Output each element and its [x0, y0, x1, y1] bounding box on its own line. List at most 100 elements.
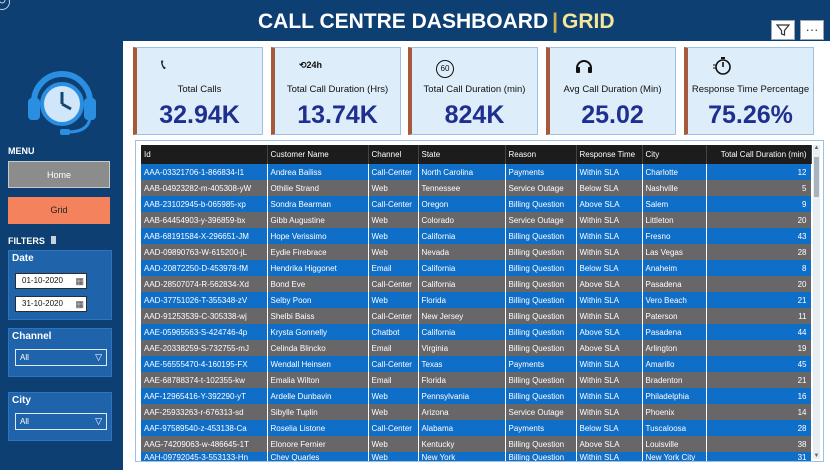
scroll-down-icon[interactable]: ▼ [813, 453, 820, 459]
table-cell: AAA-03321706-1-866834-I1 [141, 164, 268, 180]
table-cell: Service Outage [505, 404, 577, 420]
table-row[interactable]: AAA-03321706-1-866834-I1 Andrea Bailiss Ca… [141, 164, 812, 180]
table-cell: Billing Question [505, 340, 577, 356]
table-row[interactable]: AAB-68191584-X-296651-JM Hope Verissimo We… [141, 228, 812, 244]
table-row[interactable]: AAF-12965416-Y-392290-yT Ardelle Dunbavin… [141, 388, 812, 404]
table-cell: Tuscaloosa [642, 420, 707, 436]
table-row[interactable]: AAF-25933263-r-676313-sd Sibylle Tuplin We… [141, 404, 812, 420]
column-header[interactable]: Customer Name [267, 145, 369, 164]
scroll-up-icon[interactable]: ▲ [813, 145, 820, 151]
table-cell: Payments [505, 164, 577, 180]
table-cell: Wendall Heinsen [267, 356, 369, 372]
column-header[interactable]: Total Call Duration (min) [706, 145, 812, 164]
channel-select[interactable]: All ▽ [15, 349, 107, 366]
table-cell: Shelbi Baiss [267, 308, 369, 324]
table-cell: 9 [706, 196, 812, 212]
table-row[interactable]: AAE-20338259-S-732755-mJ Celinda Blincko E… [141, 340, 812, 356]
date-start-input[interactable]: 01-10-2020 ▦ [15, 273, 87, 289]
table-cell: Bond Eve [267, 276, 369, 292]
table-cell: North Carolina [418, 164, 506, 180]
vertical-scrollbar[interactable]: ▲ ▼ [813, 145, 820, 459]
date-end-value: 31-10-2020 [22, 299, 63, 308]
funnel-icon [775, 24, 791, 36]
table-cell: Anaheim [642, 260, 707, 276]
table-cell: Chev Quarles [267, 452, 369, 461]
filter-button[interactable] [771, 20, 795, 40]
table-cell: Andrea Bailiss [267, 164, 369, 180]
table-cell: Hendrika Higgonet [267, 260, 369, 276]
city-selected: All [20, 417, 29, 426]
kpi-total-calls: 📞︎ Total Calls 32.94K [133, 47, 263, 135]
table-cell: Call-Center [368, 196, 419, 212]
column-header[interactable]: Channel [368, 145, 419, 164]
table-row[interactable]: AAE-68788374-t-102355-kw Emalia Wilton Ema… [141, 372, 812, 388]
table-row[interactable]: AAE-05965563-S-424746-4p Krysta Gonnelly C… [141, 324, 812, 340]
table-cell: Sondra Bearman [267, 196, 369, 212]
date-end-input[interactable]: 31-10-2020 ▦ [15, 296, 87, 312]
calendar-icon[interactable]: ▦ [75, 276, 84, 286]
city-select[interactable]: All ▽ [15, 413, 107, 430]
circle-arrow-icon[interactable]: ↻ [0, 0, 10, 10]
title-main: CALL CENTRE DASHBOARD [258, 10, 549, 33]
table-cell: Othilie Strand [267, 180, 369, 196]
column-header[interactable]: City [642, 145, 707, 164]
table-cell: Above SLA [576, 276, 643, 292]
24h-icon: ⟲24h [299, 60, 323, 70]
page-title: CALL CENTRE DASHBOARD | GRID [258, 10, 615, 34]
table-cell: Within SLA [576, 228, 643, 244]
column-header[interactable]: Reason [505, 145, 577, 164]
table-row[interactable]: AAB-23102945-b-065985-xp Sondra Bearman Ca… [141, 196, 812, 212]
kpi-label: Response Time Percentage [691, 84, 810, 95]
filters-toggle[interactable] [51, 236, 56, 244]
table-row[interactable]: AAD-91253539-C-305338-wj Shelbi Baiss Call… [141, 308, 812, 324]
nav-home-button[interactable]: Home [8, 161, 110, 188]
table-row[interactable]: AAB-64454903-y-396859-bx Gibb Augustine We… [141, 212, 812, 228]
table-cell: Billing Question [505, 436, 577, 452]
table-cell: AAG-74209063-w-486645-1T [141, 436, 268, 452]
scroll-thumb[interactable] [814, 157, 819, 197]
table-row[interactable]: AAH-09792045-3-553133-Hn Chev Quarles Web N… [141, 452, 812, 461]
more-options-button[interactable]: ··· [800, 20, 824, 40]
filters-title: FILTERS [8, 236, 45, 246]
table-cell: AAE-56555470-4-160195-FX [141, 356, 268, 372]
table-row[interactable]: AAG-74209063-w-486645-1T Elonore Fernier W… [141, 436, 812, 452]
kpi-value: 13.74K [297, 101, 378, 129]
table-row[interactable]: AAD-37751026-T-355348-zV Selby Poon Web Flo… [141, 292, 812, 308]
table-cell: Tennessee [418, 180, 506, 196]
table-cell: Charlotte [642, 164, 707, 180]
table-cell: Pasadena [642, 324, 707, 340]
calendar-icon[interactable]: ▦ [75, 299, 84, 309]
table-cell: AAD-91253539-C-305338-wj [141, 308, 268, 324]
kpi-total-call-duration-hrs: ⟲24h Total Call Duration (Hrs) 13.74K [271, 47, 401, 135]
column-header[interactable]: Id [141, 145, 268, 164]
table-row[interactable]: AAD-28507074-R-562834-Xd Bond Eve Call-Cen… [141, 276, 812, 292]
table-cell: Florida [418, 372, 506, 388]
table-cell: AAD-37751026-T-355348-zV [141, 292, 268, 308]
table-cell: Roselia Listone [267, 420, 369, 436]
column-header[interactable]: State [418, 145, 506, 164]
table-row[interactable]: AAD-09890763-W-615200-jL Eydie Firebrace W… [141, 244, 812, 260]
table-cell: AAB-64454903-y-396859-bx [141, 212, 268, 228]
table-cell: Paterson [642, 308, 707, 324]
table-cell: Web [368, 452, 419, 461]
table-cell: Call-Center [368, 308, 419, 324]
kpi-label: Total Calls [177, 84, 222, 95]
nav-grid-button[interactable]: Grid [8, 197, 110, 224]
table-cell: Colorado [418, 212, 506, 228]
table-cell: Phoenix [642, 404, 707, 420]
table-cell: Web [368, 388, 419, 404]
table-cell: Within SLA [576, 452, 643, 461]
table-cell: Above SLA [576, 340, 643, 356]
table-cell: 16 [706, 388, 812, 404]
column-header[interactable]: Response Time [576, 145, 643, 164]
table-cell: Fresno [642, 228, 707, 244]
kpi-total-call-duration-min: 60 Total Call Duration (min) 824K [408, 47, 538, 135]
table-cell: 45 [706, 356, 812, 372]
table-row[interactable]: AAB-04923282-m-405308-yW Othilie Strand We… [141, 180, 812, 196]
table-cell: 44 [706, 324, 812, 340]
table-cell: Call-Center [368, 276, 419, 292]
table-row[interactable]: AAD-20872250-D-453978-fM Hendrika Higgone… [141, 260, 812, 276]
table-row[interactable]: AAE-56555470-4-160195-FX Wendall Heinsen C… [141, 356, 812, 372]
table-row[interactable]: AAF-97589540-z-453138-Ca Roselia Listone C… [141, 420, 812, 436]
table-cell: New Jersey [418, 308, 506, 324]
